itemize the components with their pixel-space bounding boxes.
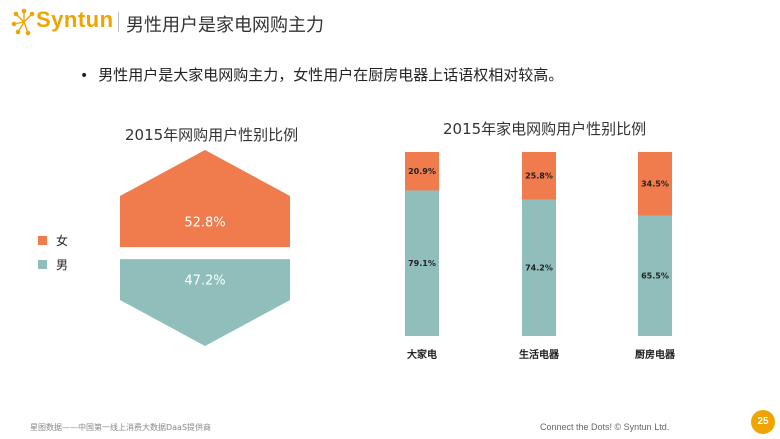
bar-female-1: [522, 152, 556, 200]
header: Syntun 男性用户是家电网购主力: [0, 0, 780, 44]
right-chart: 20.9% 79.1% 大家电 25.8% 74.2% 生活电器 34.5% 65.5% 厨房电…: [405, 152, 676, 361]
category-label-1: 生活电器: [519, 348, 560, 361]
bar-label-female-1: 25.8%: [525, 172, 553, 181]
bar-female-2: [638, 152, 672, 216]
hexagon-segment-male: [120, 259, 290, 346]
bar-female-0: [405, 152, 439, 191]
footer-tagline: 星图数据——中国第一线上消费大数据DaaS提供商: [30, 423, 212, 432]
syntun-logo: Syntun: [10, 6, 120, 38]
bar-male-2: [638, 215, 672, 336]
hexagon-label-female: 52.8%: [184, 216, 225, 231]
left-chart: 52.8% 47.2%: [120, 150, 290, 346]
hexagon-label-male: 47.2%: [184, 274, 225, 289]
logo-sunburst-icon: [11, 8, 35, 36]
legend-swatch-female: [38, 236, 47, 245]
bar-label-female-0: 20.9%: [408, 167, 436, 176]
category-label-2: 厨房电器: [635, 348, 676, 361]
left-chart-title: 2015年网购用户性别比例: [125, 126, 299, 144]
bullet-point: • 男性用户是大家电网购主力，女性用户在厨房电器上话语权相对较高。: [80, 64, 563, 85]
bar-label-male-1: 74.2%: [525, 264, 553, 273]
page-number-badge: 25: [751, 410, 775, 434]
category-label-0: 大家电: [407, 348, 437, 361]
bar-label-female-2: 34.5%: [641, 180, 669, 189]
page-title: 男性用户是家电网购主力: [126, 15, 324, 36]
bar-male-1: [522, 199, 556, 336]
legend-label-female: 女: [56, 234, 69, 248]
header-divider: [118, 12, 119, 32]
hexagon-segment-female: [120, 150, 290, 248]
footer-copyright: Connect the Dots! © Syntun Ltd.: [540, 422, 670, 432]
bullet-dot-icon: •: [80, 68, 89, 84]
right-chart-title: 2015年家电网购用户性别比例: [443, 120, 647, 138]
legend-label-male: 男: [56, 258, 69, 272]
bar-male-0: [405, 190, 439, 336]
bar-label-male-2: 65.5%: [641, 272, 669, 281]
bar-label-male-0: 79.1%: [408, 259, 436, 268]
legend-swatch-male: [38, 260, 47, 269]
logo-text: Syntun: [36, 7, 114, 32]
bullet-text: 男性用户是大家电网购主力，女性用户在厨房电器上话语权相对较高。: [98, 66, 564, 84]
